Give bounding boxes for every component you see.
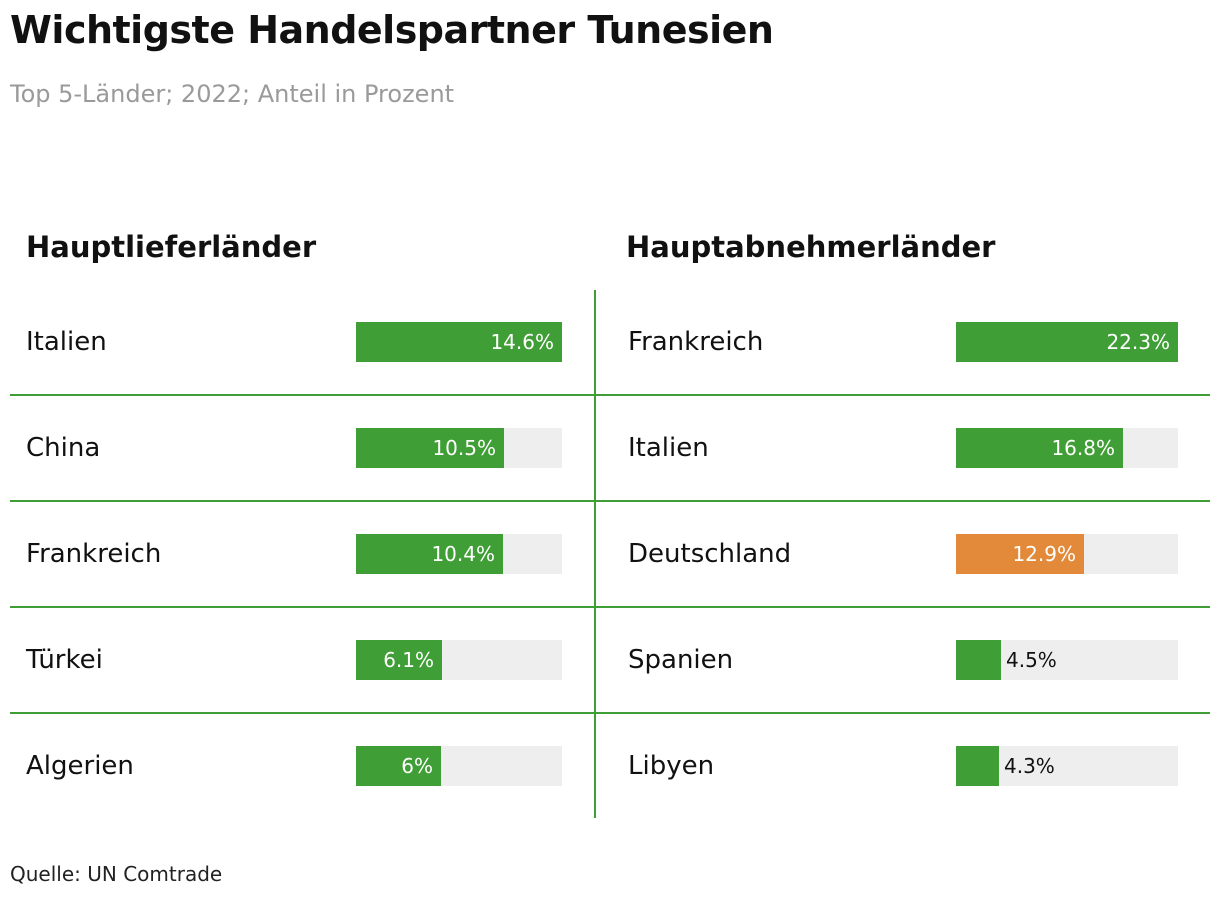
chart-title: Wichtigste Handelspartner Tunesien: [10, 8, 774, 52]
source-note: Quelle: UN Comtrade: [10, 862, 223, 886]
supplier-category-label: Algerien: [26, 751, 134, 781]
supplier-bar-track: 6%: [356, 746, 562, 786]
buyer-row-separator: [596, 712, 1210, 714]
supplier-value-label: 14.6%: [490, 330, 554, 354]
buyer-category-label: Libyen: [628, 751, 715, 781]
buyer-bar-track: 16.8%: [956, 428, 1178, 468]
supplier-bar: [356, 640, 442, 680]
buyer-value-label: 4.5%: [1006, 648, 1057, 672]
supplier-row-separator: [10, 500, 594, 502]
supplier-row-separator: [10, 606, 594, 608]
buyer-row-separator: [596, 606, 1210, 608]
buyer-category-label: Italien: [628, 433, 709, 463]
chart-subtitle: Top 5-Länder; 2022; Anteil in Prozent: [10, 80, 455, 108]
supplier-bar-track: 6.1%: [356, 640, 562, 680]
panel-title-suppliers: Hauptlieferländer: [26, 230, 317, 264]
buyer-bar: [956, 322, 1178, 362]
buyer-bar: [956, 746, 999, 786]
buyer-category-label: Deutschland: [628, 539, 792, 569]
buyer-bar: [956, 534, 1084, 574]
buyer-row-separator: [596, 500, 1210, 502]
supplier-bar: [356, 534, 503, 574]
buyer-bar-track: 22.3%: [956, 322, 1178, 362]
buyer-value-label: 12.9%: [1012, 542, 1076, 566]
buyer-value-label: 4.3%: [1004, 754, 1055, 778]
supplier-row-separator: [10, 712, 594, 714]
supplier-row-separator: [10, 394, 594, 396]
panel-title-buyers: Hauptabnehmerländer: [626, 230, 996, 264]
supplier-category-label: Italien: [26, 327, 107, 357]
buyer-bar-track: 4.5%: [956, 640, 1178, 680]
supplier-bar: [356, 428, 504, 468]
buyer-value-label: 16.8%: [1051, 436, 1115, 460]
supplier-category-label: China: [26, 433, 101, 463]
supplier-value-label: 10.4%: [431, 542, 495, 566]
supplier-bar-track: 10.5%: [356, 428, 562, 468]
supplier-value-label: 6%: [401, 754, 433, 778]
supplier-bar: [356, 746, 441, 786]
buyer-value-label: 22.3%: [1106, 330, 1170, 354]
buyer-bar: [956, 428, 1123, 468]
buyer-category-label: Frankreich: [628, 327, 764, 357]
supplier-value-label: 6.1%: [383, 648, 434, 672]
supplier-value-label: 10.5%: [432, 436, 496, 460]
buyer-category-label: Spanien: [628, 645, 734, 675]
panel-divider: [594, 290, 596, 818]
buyer-bar-track: 12.9%: [956, 534, 1178, 574]
supplier-bar-track: 10.4%: [356, 534, 562, 574]
supplier-category-label: Frankreich: [26, 539, 162, 569]
buyer-bar-track: 4.3%: [956, 746, 1178, 786]
supplier-category-label: Türkei: [26, 645, 103, 675]
buyer-bar: [956, 640, 1001, 680]
supplier-bar-track: 14.6%: [356, 322, 562, 362]
buyer-row-separator: [596, 394, 1210, 396]
supplier-bar: [356, 322, 562, 362]
